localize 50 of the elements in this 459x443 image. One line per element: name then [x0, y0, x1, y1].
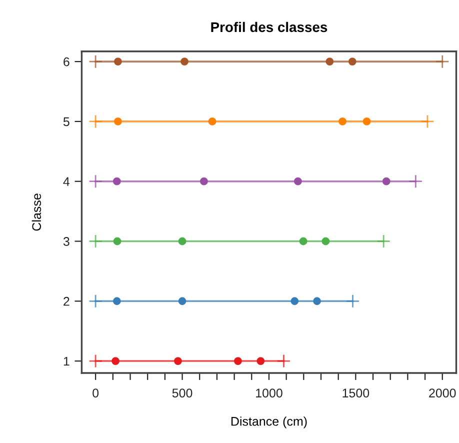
point [88, 114, 103, 128]
point [88, 54, 103, 69]
point [200, 177, 208, 186]
x-tick-label: 0 [92, 388, 99, 398]
point [276, 354, 291, 368]
x-tick-label: 1500 [342, 388, 370, 398]
point [408, 174, 423, 188]
point [435, 54, 450, 69]
point [294, 177, 302, 186]
point [114, 118, 122, 126]
point [420, 114, 434, 128]
point [338, 118, 346, 126]
y-tick-label: 4 [63, 177, 70, 186]
y-tick-label: 6 [64, 57, 70, 66]
y-tick-label: 2 [64, 296, 70, 306]
point [348, 58, 356, 66]
point [376, 234, 391, 248]
point [256, 357, 265, 365]
point [113, 237, 122, 246]
point [346, 294, 360, 308]
y-tick-label: 5 [63, 117, 70, 126]
point [322, 237, 330, 246]
y-tick-label: 1 [64, 356, 70, 366]
point [88, 294, 103, 308]
point [178, 237, 186, 246]
point [234, 357, 242, 365]
point [299, 237, 308, 246]
point [290, 297, 299, 306]
point [88, 354, 103, 368]
point [112, 357, 120, 365]
point [88, 174, 103, 188]
point [180, 58, 188, 66]
point [326, 58, 334, 66]
point [112, 297, 121, 306]
point [174, 357, 182, 365]
point [362, 118, 371, 126]
point [114, 58, 122, 66]
point [88, 234, 103, 248]
point [382, 177, 390, 186]
y-tick-label: 3 [63, 237, 70, 246]
x-axis-title: Distance (cm) [231, 416, 307, 428]
chart-title: Profil des classes [211, 22, 328, 32]
point [313, 297, 321, 306]
point [208, 118, 216, 126]
point [112, 177, 121, 186]
point [178, 297, 186, 306]
x-tick-label: 1000 [256, 388, 282, 398]
y-axis-title: Classe [32, 194, 42, 231]
x-tick-label: 500 [172, 388, 192, 398]
x-tick-label: 2000 [429, 388, 456, 398]
